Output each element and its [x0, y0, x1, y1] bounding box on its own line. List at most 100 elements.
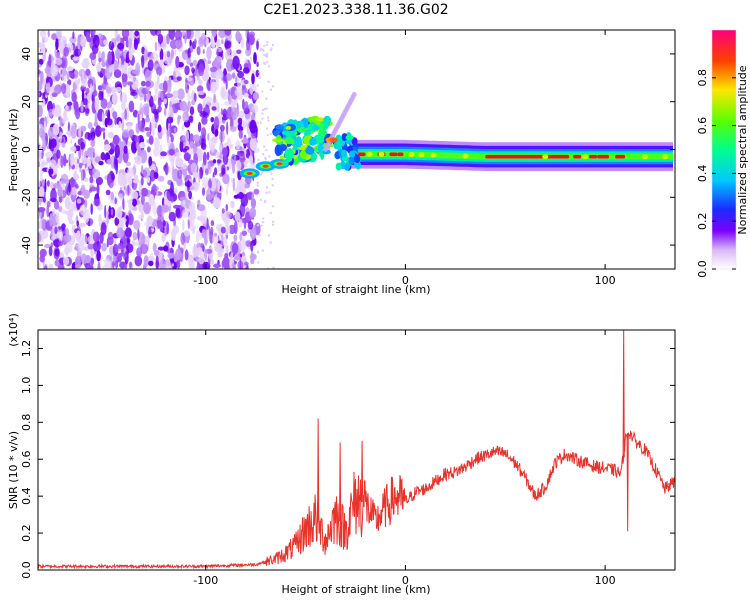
burst-blob — [349, 150, 355, 159]
noise-speck — [265, 43, 269, 47]
noise-blob — [90, 30, 96, 36]
noise-blob — [78, 222, 86, 228]
noise-blob — [148, 156, 153, 167]
noise-blob — [239, 232, 243, 242]
noise-blob — [113, 69, 122, 78]
noise-blob — [124, 108, 127, 120]
noise-blob — [125, 161, 132, 166]
spectrogram-panel: -100 0 100 -40 -20 0 20 40 Height of straight … — [7, 29, 676, 296]
noise-blob — [238, 218, 243, 228]
noise-blob — [209, 168, 212, 175]
noise-speck — [257, 38, 260, 41]
noise-blob — [252, 104, 259, 114]
noise-blob — [197, 204, 206, 212]
noise-blob — [41, 161, 49, 166]
noise-blob — [76, 220, 79, 227]
noise-blob — [115, 86, 122, 92]
x-tick-label: 100 — [595, 574, 616, 587]
noise-blob — [179, 100, 188, 112]
noise-blob — [65, 227, 70, 238]
noise-blob — [217, 251, 223, 258]
noise-blob — [242, 119, 246, 130]
noise-blob — [181, 209, 189, 219]
noise-blob — [87, 147, 95, 154]
noise-blob — [53, 200, 60, 210]
noise-blob — [190, 162, 198, 174]
noise-speck — [258, 75, 261, 78]
noise-blob — [112, 243, 119, 257]
noise-blob — [191, 99, 196, 106]
noise-blob — [215, 47, 223, 52]
noise-blob — [224, 252, 229, 260]
noise-blob — [243, 79, 249, 85]
noise-speck — [263, 200, 267, 204]
noise-blob — [247, 221, 254, 230]
noise-blob — [157, 97, 162, 107]
noise-blob — [107, 231, 114, 241]
carrier-knot — [582, 154, 589, 160]
noise-blob — [193, 143, 197, 155]
noise-blob — [121, 72, 128, 83]
burst-blob — [279, 155, 286, 160]
noise-blob — [38, 58, 44, 65]
noise-blob — [243, 261, 249, 266]
noise-blob — [94, 156, 102, 163]
noise-blob — [94, 111, 98, 126]
spectrogram-heatmap — [38, 30, 673, 269]
noise-blob — [122, 129, 130, 138]
noise-blob — [197, 103, 203, 114]
carrier-core — [485, 154, 570, 159]
noise-blob — [89, 175, 94, 184]
noise-blob — [70, 176, 75, 188]
noise-blob — [223, 236, 228, 248]
noise-blob — [54, 226, 58, 234]
noise-blob — [234, 211, 241, 222]
noise-blob — [114, 217, 120, 226]
noise-blob — [101, 242, 107, 252]
noise-blob — [232, 50, 237, 58]
noise-blob — [188, 224, 196, 232]
noise-blob — [179, 196, 188, 203]
noise-blob — [197, 121, 202, 133]
burst-blob — [275, 125, 285, 130]
noise-speck — [266, 41, 269, 44]
noise-blob — [103, 144, 111, 152]
noise-blob — [187, 100, 191, 110]
noise-speck — [271, 85, 275, 88]
noise-blob — [225, 73, 233, 81]
carrier-knot — [378, 151, 385, 157]
noise-blob — [146, 215, 153, 226]
noise-blob — [186, 57, 192, 65]
noise-blob — [121, 112, 125, 117]
noise-blob — [143, 105, 150, 116]
noise-blob — [63, 233, 72, 243]
noise-blob — [209, 79, 213, 85]
noise-blob — [101, 111, 104, 125]
noise-blob — [140, 80, 146, 87]
carrier-core — [597, 154, 610, 159]
noise-blob — [90, 127, 96, 141]
noise-speck — [265, 97, 268, 100]
noise-blob — [157, 246, 165, 251]
noise-blob — [226, 211, 232, 219]
x-tick-label: 100 — [595, 274, 616, 287]
noise-blob — [222, 75, 228, 84]
noise-speck — [261, 220, 265, 224]
noise-blob — [64, 196, 71, 210]
noise-blob — [65, 245, 69, 256]
noise-blob — [216, 102, 220, 113]
burst-blob — [274, 144, 282, 157]
noise-blob — [171, 156, 174, 168]
noise-blob — [131, 206, 138, 212]
colorbar-tick-label: 0.2 — [696, 212, 709, 230]
noise-blob — [60, 155, 64, 169]
noise-blob — [77, 240, 85, 253]
noise-blob — [157, 34, 164, 44]
noise-speck — [257, 261, 260, 264]
noise-blob — [211, 106, 217, 111]
noise-blob — [187, 219, 190, 229]
noise-blob — [40, 169, 43, 182]
noise-blob — [93, 82, 97, 94]
noise-blob — [78, 162, 83, 169]
noise-blob — [207, 133, 210, 141]
